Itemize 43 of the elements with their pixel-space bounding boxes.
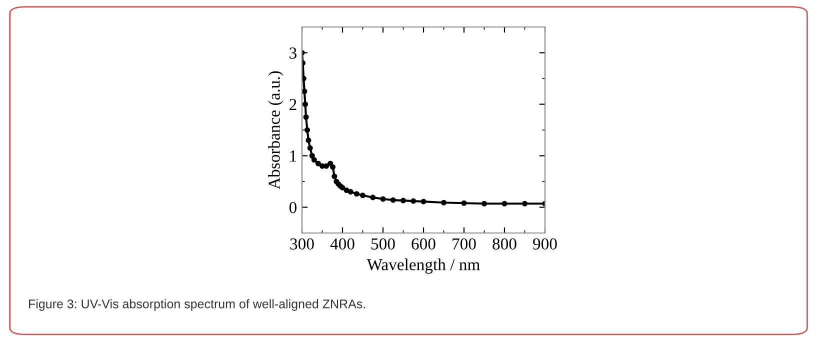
point <box>360 192 366 198</box>
caption: Figure 3: UV-Vis absorption spectrum of well-aligned ZNRAs. <box>29 299 365 311</box>
point <box>420 198 426 204</box>
point <box>380 196 386 202</box>
x-tick-label: 800 <box>492 238 516 250</box>
x-tick-label: 900 <box>533 238 557 250</box>
point <box>332 174 338 180</box>
point <box>328 160 334 166</box>
point <box>370 194 376 200</box>
point <box>390 197 396 203</box>
point <box>309 152 315 159</box>
y-tick-label: 1 <box>290 150 296 162</box>
x-axis-title: Wavelength / nm <box>366 258 480 274</box>
point <box>461 200 467 206</box>
point <box>311 157 317 163</box>
point <box>302 101 308 108</box>
point <box>307 145 313 151</box>
point <box>304 127 310 133</box>
point <box>302 88 308 94</box>
point <box>344 187 350 194</box>
y-tick-label: 0 <box>289 202 297 214</box>
point <box>302 76 306 82</box>
x-tick-label: 600 <box>412 238 436 250</box>
point <box>440 200 447 206</box>
point <box>400 198 406 204</box>
point <box>502 200 508 206</box>
y-tick-label: 3 <box>290 47 296 59</box>
point <box>410 198 416 204</box>
point <box>303 114 309 120</box>
x-tick-label: 300 <box>290 238 314 250</box>
point <box>315 160 321 166</box>
point <box>324 163 330 169</box>
x-tick-label: 700 <box>452 238 476 250</box>
y-axis-title: Absorbance (a.u.) <box>268 71 284 190</box>
point <box>354 191 360 197</box>
x-tick-label: 400 <box>330 238 354 250</box>
point <box>522 200 528 206</box>
point <box>481 200 488 206</box>
y-tick-label: 2 <box>290 98 296 110</box>
point <box>330 164 336 170</box>
x-tick-label: 500 <box>371 238 395 250</box>
point <box>306 138 312 144</box>
point <box>348 189 354 195</box>
